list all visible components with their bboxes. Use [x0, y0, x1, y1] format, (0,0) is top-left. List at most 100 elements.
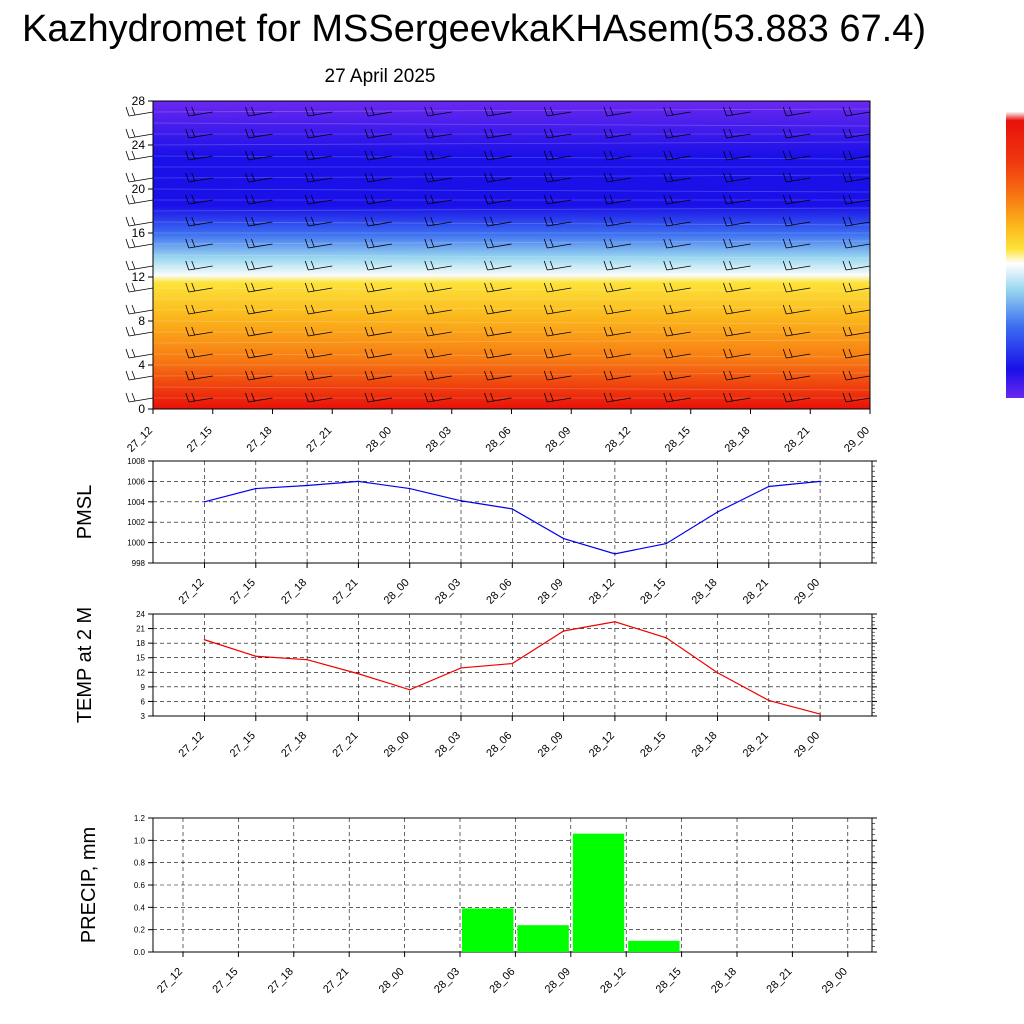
wind-barb: [484, 282, 512, 293]
y-tick-label: 15: [136, 654, 145, 663]
data-point: [716, 511, 719, 513]
wind-barb: [304, 150, 333, 161]
wind-barb: [364, 326, 393, 337]
data-point: [408, 688, 411, 691]
x-tick-label: 28_12: [603, 425, 633, 455]
data-point: [357, 480, 360, 483]
y-tick-label: 24: [132, 138, 146, 152]
wind-barb: [125, 348, 154, 359]
wind-barb: [424, 128, 452, 139]
y-tick-label: 12: [132, 270, 146, 284]
wind-barb: [185, 216, 213, 227]
wind-barb: [364, 282, 393, 293]
wind-barb: [185, 304, 213, 315]
wind-barb: [484, 370, 512, 381]
contour-line: [152, 174, 871, 179]
wind-barb: [125, 172, 154, 183]
wind-barb: [484, 172, 512, 183]
contour-line: [152, 386, 871, 391]
wind-barb: [543, 370, 572, 381]
wind-barb: [543, 172, 572, 183]
wind-barb: [603, 282, 632, 293]
wind-barb: [484, 128, 512, 139]
wind-barb: [245, 370, 273, 381]
wind-barb: [125, 238, 154, 249]
x-tick-label: 29_00: [842, 425, 872, 455]
wind-barb: [245, 348, 273, 359]
x-tick-label: 28_21: [782, 425, 812, 455]
wind-barb: [723, 128, 751, 139]
wind-barb: [603, 106, 632, 117]
wind-barb: [723, 216, 751, 227]
wind-barb: [125, 392, 154, 403]
wind-barb: [782, 260, 811, 271]
wind-barb: [185, 172, 213, 183]
wind-barb: [723, 282, 751, 293]
wind-barb: [842, 194, 871, 205]
y-tick-label: 1004: [127, 498, 145, 507]
wind-barb: [424, 194, 452, 205]
wind-barb: [125, 260, 154, 271]
x-tick-label: 28_09: [536, 577, 566, 607]
wind-barb: [543, 194, 572, 205]
wind-barb: [424, 172, 452, 183]
x-tick-label: 27_15: [210, 966, 240, 996]
wind-barb: [424, 370, 452, 381]
wind-barb: [424, 348, 452, 359]
wind-barb: [663, 194, 691, 205]
wind-barb: [663, 128, 691, 139]
heatmap-field: [153, 101, 870, 409]
x-tick-label: 28_21: [741, 730, 771, 760]
y-tick-label: 28: [132, 94, 146, 108]
x-tick-label: 27_12: [125, 425, 155, 455]
x-tick-label: 28_21: [741, 577, 771, 607]
wind-barb: [424, 304, 452, 315]
chart-subtitle: 27 April 2025: [324, 66, 436, 87]
wind-barb: [185, 238, 213, 249]
wind-barb: [484, 238, 512, 249]
x-tick-label: 28_18: [723, 425, 753, 455]
wind-barb: [782, 326, 811, 337]
data-point: [819, 480, 821, 483]
precip-bar: [462, 908, 514, 952]
wind-barb: [782, 282, 811, 293]
wind-barb: [663, 216, 691, 227]
wind-barb: [364, 128, 393, 139]
wind-barb: [125, 150, 154, 161]
data-point: [562, 537, 565, 540]
x-tick-label: 27_21: [304, 425, 334, 455]
data-point: [306, 484, 308, 487]
x-tick-label: 28_06: [484, 425, 514, 455]
wind-barb: [842, 260, 871, 271]
x-tick-label: 28_00: [382, 730, 412, 760]
wind-barb: [603, 150, 632, 161]
wind-barb: [723, 238, 751, 249]
y-tick-label: 24: [136, 610, 145, 619]
x-tick-label: 28_12: [598, 966, 628, 996]
wind-barb: [304, 260, 333, 271]
wind-barb: [304, 370, 333, 381]
wind-barb: [663, 106, 691, 117]
x-tick-label: 28_03: [432, 966, 462, 996]
y-tick-label: 9: [141, 683, 146, 692]
wind-barb: [304, 128, 333, 139]
data-point: [819, 713, 821, 715]
x-tick-label: 28_03: [424, 425, 454, 455]
contour-line: [152, 122, 871, 127]
wind-barb: [364, 172, 393, 183]
x-tick-label: 27_18: [279, 577, 309, 607]
contour-line: [152, 320, 871, 325]
x-tick-label: 28_06: [484, 577, 514, 607]
wind-barb: [424, 238, 452, 249]
y-tick-label: 8: [138, 314, 145, 328]
wind-barb: [543, 150, 572, 161]
y-tick-label: 1002: [127, 518, 145, 527]
wind-barb: [484, 348, 512, 359]
data-point: [768, 485, 770, 488]
wind-barb: [245, 260, 273, 271]
wind-barb: [185, 150, 213, 161]
wind-barb: [723, 392, 751, 403]
wind-barb: [543, 304, 572, 315]
x-tick-label: 27_12: [177, 730, 207, 760]
wind-barb: [484, 194, 512, 205]
